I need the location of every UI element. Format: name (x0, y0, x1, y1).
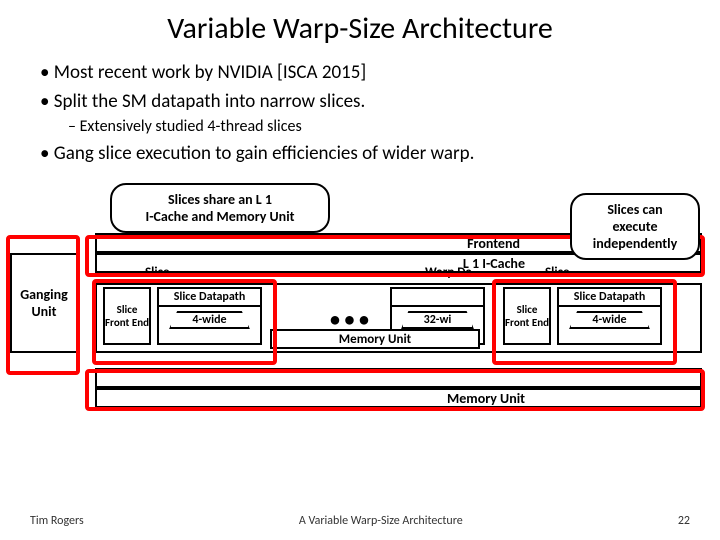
page-title: Variable Warp-Size Architecture (0, 0, 720, 47)
red-box-ganging (6, 235, 80, 375)
bullet-2: Split the SM datapath into narrow slices… (40, 90, 690, 136)
callout-right: Slices can execute independently (570, 193, 700, 260)
red-box-slice3 (492, 279, 677, 365)
bullet-1: Most recent work by NVIDIA [ISCA 2015] (40, 61, 690, 84)
slide-footer: Tim Rogers A Variable Warp-Size Architec… (0, 514, 720, 528)
red-box-memory (85, 369, 705, 411)
footer-author: Tim Rogers (30, 514, 84, 528)
callout-left: Slices share an L 1 I-Cache and Memory U… (110, 183, 330, 233)
bullet-2-text: Split the SM datapath into narrow slices… (54, 90, 366, 113)
callout-left-text: Slices share an L 1 I-Cache and Memory U… (126, 191, 314, 225)
callout-right-text: Slices can execute independently (586, 201, 684, 252)
red-box-slice1 (92, 279, 277, 365)
bullet-2-sub: Extensively studied 4-thread slices (68, 117, 690, 136)
bullet-3: Gang slice execution to gain efficiencie… (40, 142, 690, 165)
footer-page: 22 (678, 514, 690, 528)
mem-unit-mid: Memory Unit (270, 329, 480, 349)
architecture-diagram: Slices share an L 1 I-Cache and Memory U… (10, 183, 710, 413)
bullet-list: Most recent work by NVIDIA [ISCA 2015] S… (0, 47, 720, 179)
footer-title: A Variable Warp-Size Architecture (299, 514, 463, 528)
warp-width: 32-wi (401, 311, 474, 329)
